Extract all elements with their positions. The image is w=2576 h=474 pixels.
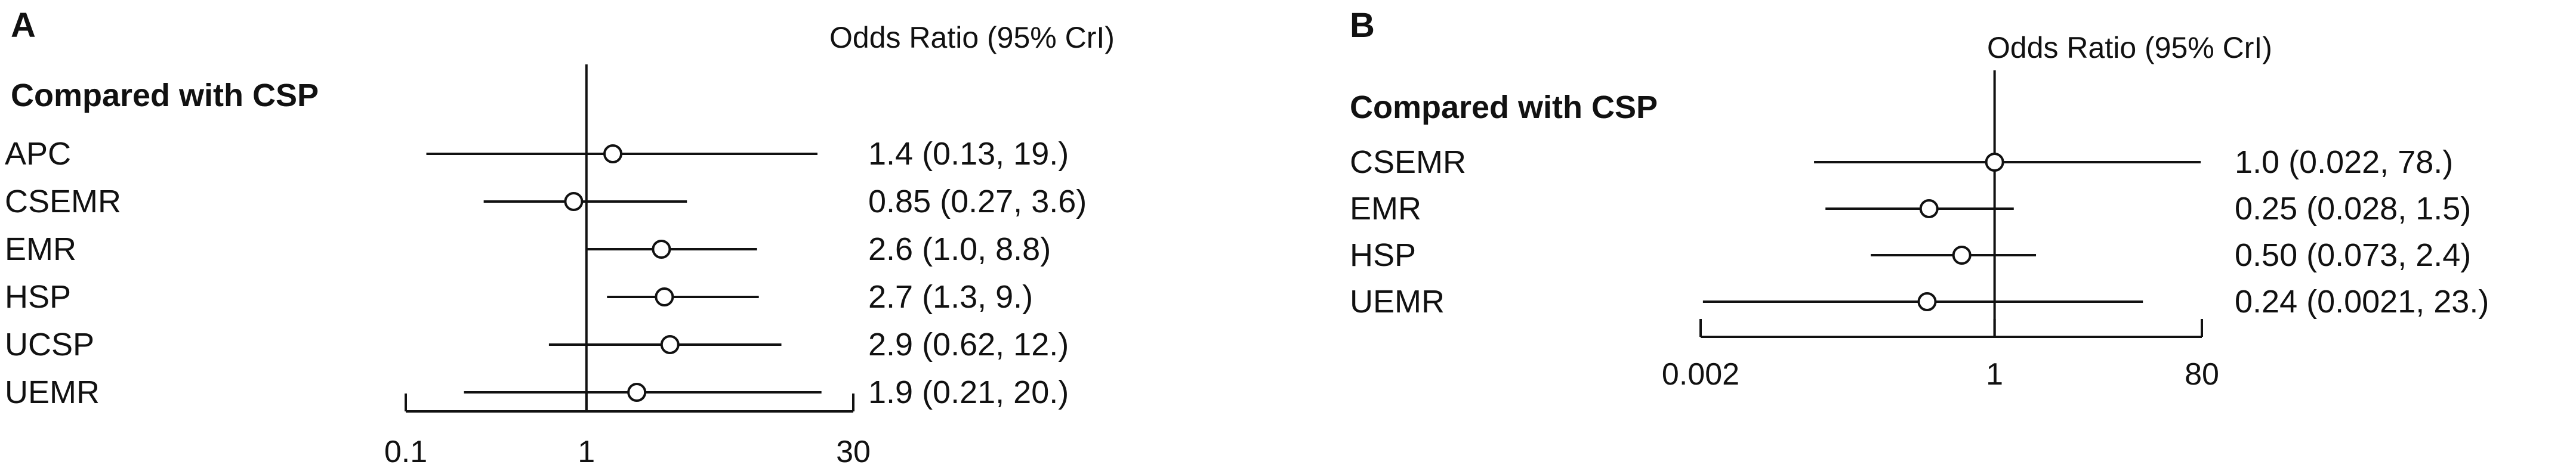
point-estimate: [655, 287, 674, 306]
x-tick-label: 0.1: [384, 435, 427, 469]
point-estimate: [1917, 292, 1937, 311]
point-estimate: [660, 335, 680, 354]
x-tick-label: 30: [836, 435, 871, 469]
estimate-text: 2.7 (1.3, 9.): [868, 279, 1033, 315]
estimate-text: 0.24 (0.0021, 23.): [2235, 284, 2489, 320]
panel-b: B Odds Ratio (95% CrI) Compared with CSP 0.…: [1350, 6, 2489, 392]
x-tick-label: 1: [1986, 357, 2003, 392]
row-label: HSP: [1350, 237, 1416, 273]
point-estimate: [627, 383, 647, 402]
row-label: UEMR: [5, 374, 100, 410]
estimate-text: 2.6 (1.0, 8.8): [868, 231, 1051, 267]
row-label: UEMR: [1350, 284, 1445, 320]
column-header: Odds Ratio (95% CrI): [829, 21, 1115, 54]
point-estimate: [1952, 246, 1972, 265]
row-label: UCSP: [5, 327, 94, 363]
row-label: EMR: [1350, 191, 1421, 227]
x-tick-label: 1: [578, 435, 595, 469]
row-label: APC: [5, 136, 71, 172]
point-estimate: [603, 144, 623, 163]
estimate-text: 0.85 (0.27, 3.6): [868, 184, 1087, 219]
estimate-text: 1.9 (0.21, 20.): [868, 374, 1069, 410]
row-label: HSP: [5, 279, 71, 315]
estimate-text: 1.4 (0.13, 19.): [868, 136, 1069, 172]
panel-letter: A: [11, 6, 36, 45]
panel-letter: B: [1350, 6, 1375, 45]
point-estimate: [564, 192, 584, 211]
comparison-subtitle: Compared with CSP: [1350, 89, 1658, 125]
point-estimate: [1919, 199, 1939, 218]
estimate-text: 2.9 (0.62, 12.): [868, 327, 1069, 363]
x-tick-label: 0.002: [1662, 357, 1739, 392]
point-estimate: [652, 240, 671, 259]
row-label: CSEMR: [5, 184, 121, 219]
x-tick-label: 80: [2185, 357, 2219, 392]
column-header: Odds Ratio (95% CrI): [1987, 31, 2272, 64]
row-label: CSEMR: [1350, 144, 1466, 180]
estimate-text: 1.0 (0.022, 78.): [2235, 144, 2453, 180]
point-estimate: [1985, 153, 2004, 172]
estimate-text: 0.50 (0.073, 2.4): [2235, 237, 2471, 273]
comparison-subtitle: Compared with CSP: [11, 78, 319, 113]
row-label: EMR: [5, 231, 76, 267]
estimate-text: 0.25 (0.028, 1.5): [2235, 191, 2471, 227]
panel-a: A Odds Ratio (95% CrI) Compared with CSP 0.…: [5, 6, 1115, 469]
